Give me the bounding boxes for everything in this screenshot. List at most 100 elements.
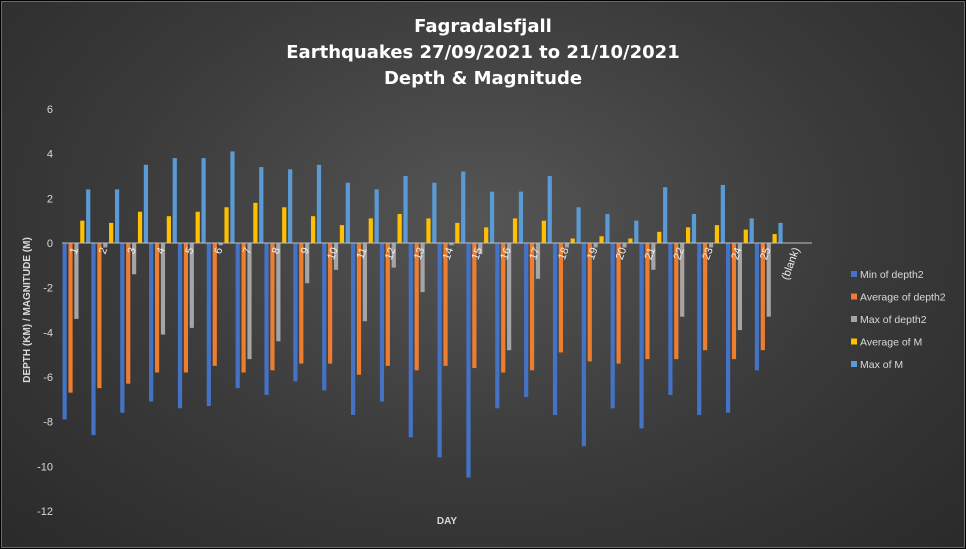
bar-max-of-depth2-day-9 [305, 243, 310, 284]
y-tick-label: 2 [47, 193, 53, 205]
bar-max-of-depth2-day-16 [507, 243, 512, 351]
bar-max-of-depth2-day-3 [132, 243, 137, 275]
bar-max-of-m-day-19 [605, 213, 610, 243]
bar-average-of-m-day-17 [541, 220, 546, 243]
bar-max-of-depth2-day-5 [189, 243, 194, 328]
legend-label: Min of depth2 [860, 269, 924, 281]
bar-max-of-depth2-day-18 [564, 243, 569, 248]
legend-swatch [851, 293, 857, 300]
y-tick-label: 6 [47, 104, 53, 116]
bar-max-of-m-day-16 [518, 191, 524, 243]
bar-max-of-depth2-day-17 [535, 243, 541, 279]
bar-max-of-depth2-day-12 [391, 243, 396, 268]
x-category-label: 8 [270, 246, 283, 256]
bar-min-of-depth2-day-9 [293, 243, 298, 382]
bar-max-of-depth2-day-15 [478, 243, 483, 255]
x-category-label: 17 [527, 246, 542, 262]
bar-max-of-m-day-9 [316, 164, 322, 243]
bar-max-of-m-day-7 [259, 167, 264, 243]
x-category-label: 19 [585, 246, 600, 262]
bar-min-of-depth2-day-19 [581, 243, 586, 447]
bar-average-of-depth2-day-13 [414, 243, 419, 371]
y-tick-label: -10 [37, 461, 53, 473]
bar-max-of-depth2-day-6 [218, 243, 223, 246]
bar-min-of-depth2-day-1 [62, 243, 67, 420]
bar-max-of-depth2-day-1 [74, 243, 79, 319]
bar-min-of-depth2-day-18 [552, 243, 558, 415]
bar-max-of-m-day-20 [634, 220, 639, 243]
bar-max-of-m-day-17 [547, 176, 552, 243]
bar-min-of-depth2-day-4 [149, 243, 154, 402]
bar-max-of-m-day-11 [374, 189, 379, 243]
category-labels: 1 2 3 4 5 6 7 8 9 10 11 12 13 14 15 16 17 18 19 20 21 22 23 24 2… [68, 246, 803, 282]
bar-max-of-m-day-8 [288, 169, 293, 243]
bar-average-of-m-day-1 [80, 220, 85, 243]
bar-average-of-m-day-23 [714, 225, 720, 243]
y-tick-label: 0 [47, 238, 53, 250]
bar-max-of-depth2-day-8 [276, 243, 281, 342]
x-category-label: 3 [126, 246, 139, 256]
bar-min-of-depth2-day-16 [495, 243, 500, 409]
x-category-label: 23 [700, 246, 715, 262]
bar-max-of-depth2-day-10 [333, 243, 339, 270]
legend-swatch [851, 316, 857, 322]
bar-average-of-depth2-day-15 [472, 243, 477, 369]
bar-average-of-m-day-3 [137, 211, 143, 243]
bar-min-of-depth2-day-7 [235, 243, 240, 389]
bar-max-of-m-day-3 [143, 164, 149, 243]
y-tick-label: -2 [43, 283, 53, 295]
chart-title-line-2: Earthquakes 27/09/2021 to 21/10/2021 [286, 42, 679, 63]
bar-max-of-depth2-day-23 [708, 243, 714, 248]
x-category-label: 2 [97, 246, 110, 256]
bar-average-of-depth2-day-24 [731, 243, 737, 360]
bar-average-of-depth2-day-2 [97, 243, 102, 389]
bar-max-of-depth2-day-7 [247, 243, 252, 360]
bar-min-of-depth2-day-21 [639, 243, 644, 429]
bar-average-of-depth2-day-11 [356, 243, 362, 375]
bar-average-of-m-day-2 [109, 222, 114, 243]
bar-average-of-m-day-8 [282, 207, 287, 243]
bar-average-of-depth2-day-23 [703, 243, 708, 351]
bar-average-of-depth2-day-6 [212, 243, 217, 366]
bar-max-of-depth2-day-13 [420, 243, 425, 293]
bar-average-of-m-day-6 [224, 207, 229, 243]
x-category-label: 21 [643, 246, 658, 262]
x-axis-title: DAY [437, 516, 458, 527]
legend-label: Average of depth2 [860, 292, 946, 304]
bar-min-of-depth2-day-13 [408, 243, 413, 438]
bar-max-of-m-day-22 [691, 213, 697, 243]
x-category-label: 4 [154, 246, 167, 256]
bar-max-of-depth2-day-2 [103, 243, 108, 248]
x-category-label: 22 [672, 246, 687, 262]
bar-min-of-depth2-day-6 [206, 243, 211, 407]
bar-max-of-m-day-10 [345, 182, 350, 243]
x-category-label: 20 [614, 246, 629, 262]
x-category-label: 24 [729, 246, 744, 262]
x-category-label: 14 [441, 246, 456, 262]
bar-average-of-depth2-day-9 [299, 243, 304, 364]
x-category-label: 9 [299, 246, 312, 256]
bar-max-of-depth2-day-19 [593, 243, 598, 248]
bar-max-of-m-day-2 [114, 189, 120, 243]
bar-min-of-depth2-day-22 [668, 243, 673, 395]
bar-max-of-depth2-day-11 [362, 243, 367, 322]
bar-average-of-m-day-9 [310, 216, 316, 243]
bar-max-of-depth2-day-20 [622, 243, 627, 248]
chart-title-line-3: Depth & Magnitude [384, 68, 582, 89]
bar-average-of-m-day-5 [195, 211, 200, 243]
bar-max-of-depth2-day-24 [737, 243, 742, 331]
y-tick-label: -4 [43, 327, 53, 339]
bar-max-of-m-day-6 [230, 151, 235, 243]
legend-swatch [851, 338, 857, 345]
bar-min-of-depth2-day-10 [322, 243, 327, 391]
bar-max-of-m-day-5 [201, 158, 206, 243]
bar-average-of-m-day-7 [253, 202, 258, 243]
bar-min-of-depth2-day-2 [91, 243, 96, 436]
bar-min-of-depth2-day-23 [697, 243, 702, 415]
bar-average-of-depth2-day-25 [760, 243, 765, 351]
x-category-label: 12 [383, 246, 398, 262]
legend: Min of depth2 Average of depth2 Max of dep… [851, 269, 946, 371]
chart-title-line-1: Fagradalsfjall [414, 16, 552, 37]
bar-min-of-depth2-day-8 [264, 243, 269, 395]
bar-min-of-depth2-day-12 [379, 243, 385, 402]
